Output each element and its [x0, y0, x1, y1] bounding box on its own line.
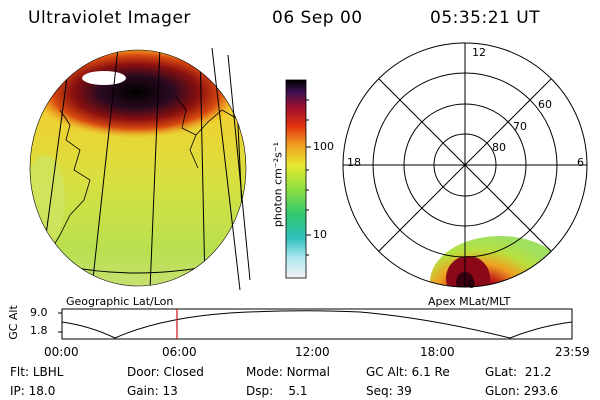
polar-mlt-18: 18 [347, 156, 361, 169]
polar-mlt-6: 6 [577, 156, 584, 169]
date-label: 06 Sep 00 [272, 8, 363, 28]
altitude-x-tick: 06:00 [162, 345, 197, 359]
polar-lat-60: 60 [538, 98, 552, 111]
door-info: Door: Closed [127, 365, 204, 379]
instrument-title: Ultraviolet Imager [28, 8, 191, 28]
seq-info: Seq: 39 [366, 384, 412, 398]
polar-lat-70: 70 [513, 120, 527, 133]
polar-lat-80: 80 [492, 141, 506, 154]
altitude-ylabel: GC Alt [6, 305, 20, 340]
dsp-info: Dsp: 5.1 [246, 384, 308, 398]
ip-info: IP: 18.0 [10, 384, 56, 398]
geo-caption: Geographic Lat/Lon [66, 295, 174, 308]
altitude-x-tick: 18:00 [420, 345, 455, 359]
colorbar-tick-10: 10 [313, 228, 327, 241]
apex-caption: Apex MLat/MLT [428, 295, 511, 308]
colorbar-tick-100: 100 [313, 140, 334, 153]
glon-info: GLon: 293.6 [485, 384, 558, 398]
flt-info: Flt: LBHL [10, 365, 64, 379]
glat-info: GLat: 21.2 [485, 365, 552, 379]
polar-mlt-12: 12 [472, 46, 486, 59]
altitude-x-tick: 12:00 [295, 345, 330, 359]
gain-info: Gain: 13 [127, 384, 178, 398]
time-label: 05:35:21 UT [430, 8, 541, 28]
altitude-y-high: 9.0 [30, 306, 48, 319]
altitude-x-tick: 00:00 [44, 345, 79, 359]
altitude-y-low: 1.8 [30, 324, 48, 337]
gcalt-info: GC Alt: 6.1 Re [366, 365, 450, 379]
mode-info: Mode: Normal [246, 365, 330, 379]
polar-mlt-0: 0 [468, 278, 475, 291]
altitude-x-tick: 23:59 [555, 345, 590, 359]
